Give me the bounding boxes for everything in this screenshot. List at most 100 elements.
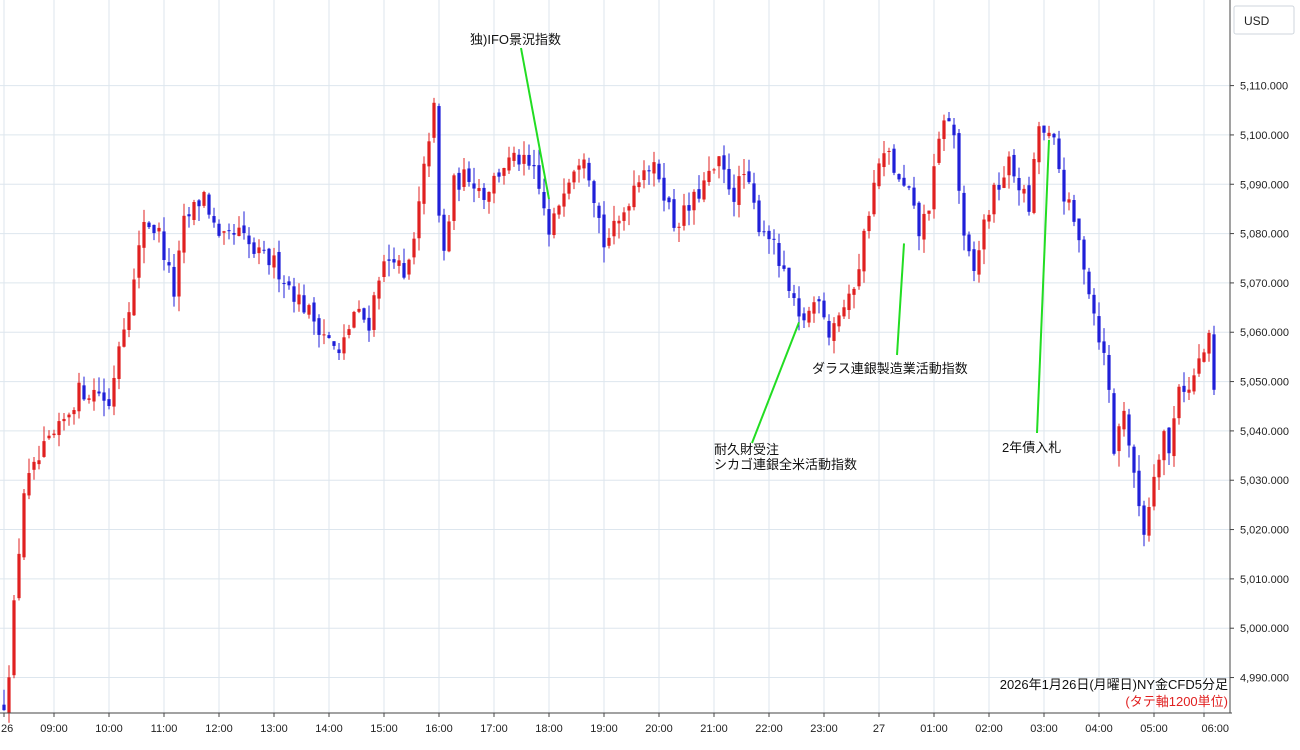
candle-body [622, 212, 626, 221]
candle-body [997, 184, 1001, 190]
candle-body [2, 704, 6, 711]
candle-body [1147, 507, 1151, 536]
candle-body [977, 250, 981, 275]
candle-body [567, 182, 571, 194]
candle-body [612, 220, 616, 237]
candle-body [52, 433, 56, 436]
annotation-label: ダラス連銀製造業活動指数 [812, 361, 968, 376]
candle-body [1122, 410, 1126, 430]
candle-body [247, 235, 251, 245]
candles [2, 97, 1216, 723]
candle-body [1197, 358, 1201, 374]
candle-body [582, 159, 586, 169]
candle-body [322, 334, 326, 336]
candle-body [1187, 389, 1191, 393]
candle-body [632, 185, 636, 208]
candle-body [252, 242, 256, 254]
candle-body [432, 102, 436, 138]
chart-subtitle: (タテ軸1200単位) [1125, 694, 1228, 709]
candle-body [957, 133, 961, 191]
annotation-leader-line [1036, 139, 1050, 434]
candle-body [982, 219, 986, 250]
candle-body [162, 231, 166, 261]
candle-body [1112, 393, 1116, 454]
candle-body [1152, 476, 1156, 507]
candle-body [1092, 294, 1096, 314]
candle-body [482, 187, 486, 200]
candle-body [882, 153, 886, 168]
candle-body [227, 230, 231, 232]
candle-body [937, 138, 941, 163]
candle-body [1042, 125, 1046, 133]
candle-body [1207, 332, 1211, 354]
candle-body [12, 600, 16, 676]
y-axis-ticks: 4,990.000 5,000.000 5,010.000 5,020.000 5,03… [1230, 81, 1289, 685]
candle-body [77, 382, 81, 412]
candle-body [887, 150, 891, 152]
candle-body [27, 473, 31, 496]
candle-body [392, 259, 396, 263]
candle-body [1102, 341, 1106, 353]
candle-body [1157, 459, 1161, 478]
candle-body [857, 269, 861, 287]
candle-body [1082, 239, 1086, 270]
candle-body [267, 248, 271, 266]
candle-body [132, 279, 136, 316]
candle-body [427, 141, 431, 167]
annotation-label: 2年債入札 [1002, 440, 1061, 455]
candle-body [542, 191, 546, 209]
candle-body [917, 202, 921, 237]
candle-body [492, 175, 496, 194]
candle-body [767, 230, 771, 240]
x-tick-label: 14:00 [315, 723, 343, 735]
x-tick-label: 03:00 [1030, 723, 1058, 735]
candle-body [1132, 446, 1136, 473]
candle-body [922, 213, 926, 240]
candle-body [277, 251, 281, 280]
candle-body [297, 294, 301, 305]
candle-body [372, 295, 376, 330]
candle-body [752, 183, 756, 203]
candle-body [1192, 375, 1196, 392]
candle-body [22, 493, 26, 558]
candle-body [1087, 271, 1091, 295]
y-tick-label: 5,110.000 [1240, 81, 1288, 93]
candle-body [1167, 427, 1171, 454]
candle-body [347, 329, 351, 335]
candle-body [117, 346, 121, 379]
x-tick-label: 11:00 [151, 723, 178, 735]
candle-body [642, 170, 646, 181]
candle-body [847, 293, 851, 310]
candle-body [1032, 159, 1036, 213]
candle-body [307, 305, 311, 315]
candle-body [872, 182, 876, 215]
candle-body [992, 184, 996, 215]
candle-body [1162, 431, 1166, 461]
candle-body [327, 335, 331, 338]
candle-body [952, 124, 956, 136]
candle-body [1072, 200, 1076, 222]
candle-body [522, 154, 526, 164]
candle-body [437, 106, 441, 216]
candle-body [287, 281, 291, 286]
candle-body [902, 177, 906, 186]
y-tick-label: 4,990.000 [1240, 673, 1289, 685]
candle-body [232, 233, 236, 235]
candle-body [1117, 426, 1121, 452]
candle-body [97, 391, 101, 394]
candle-body [217, 223, 221, 236]
y-tick-label: 5,000.000 [1240, 623, 1289, 635]
candle-body [172, 266, 176, 297]
candle-body [972, 249, 976, 271]
candle-body [377, 280, 381, 299]
candle-body [467, 168, 471, 182]
chart-title: 2026年1月26日(月曜日)NY金CFD5分足 [1000, 677, 1228, 692]
y-tick-label: 5,080.000 [1240, 229, 1289, 241]
candle-body [1202, 352, 1206, 362]
y-tick-label: 5,100.000 [1240, 130, 1289, 142]
annotation-leader-line [520, 47, 550, 200]
candle-body [412, 238, 416, 258]
candle-body [457, 172, 461, 190]
y-tick-label: 5,070.000 [1240, 278, 1289, 290]
